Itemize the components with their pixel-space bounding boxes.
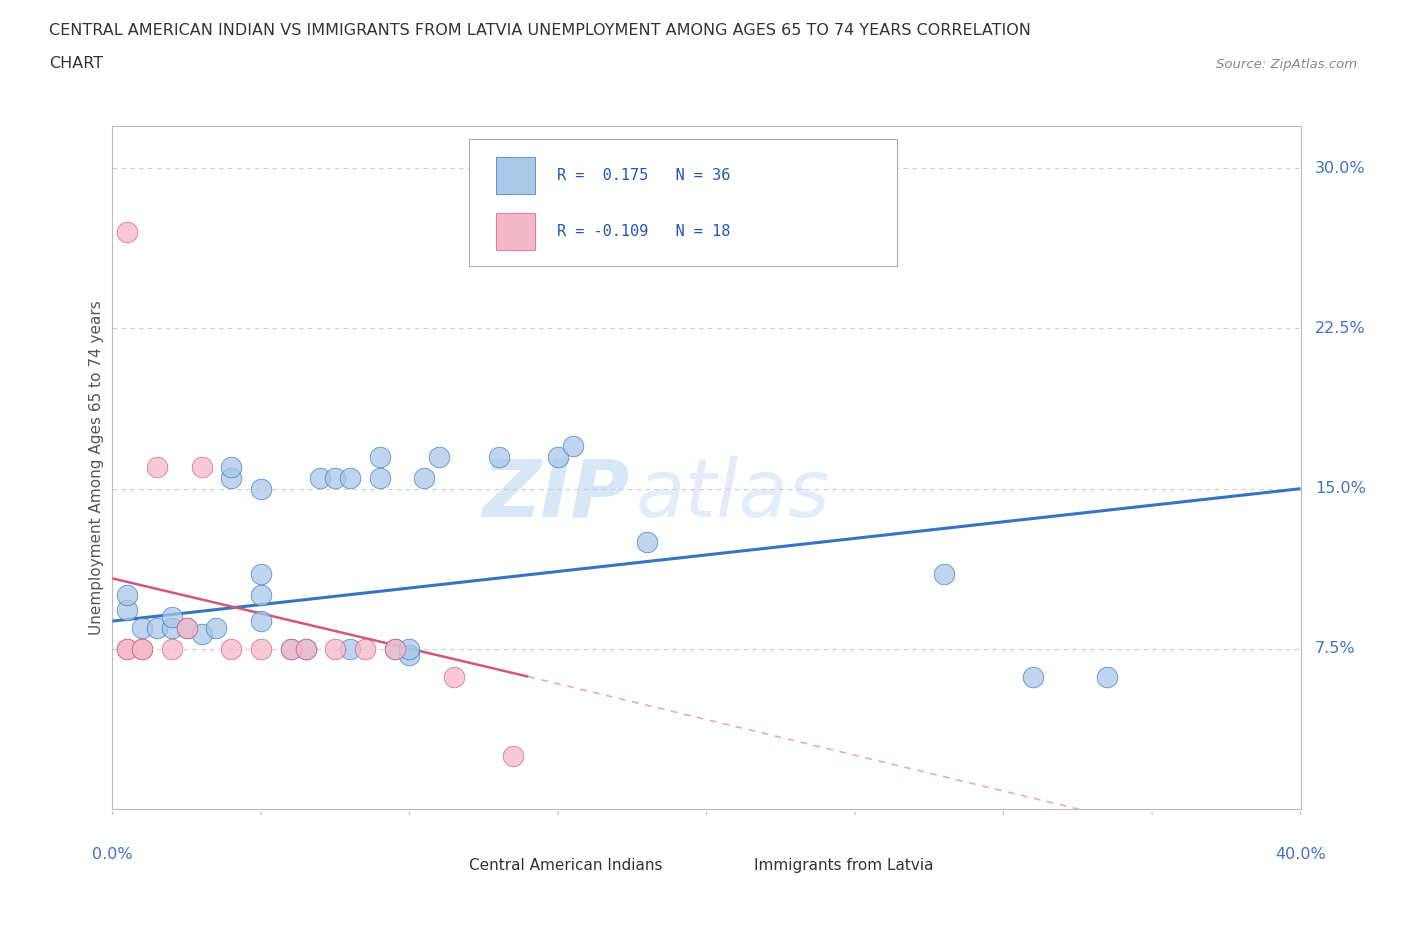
Point — [427, 449, 450, 464]
Point — [368, 471, 391, 485]
Point — [146, 620, 169, 635]
Point — [250, 481, 273, 496]
Point — [413, 471, 436, 485]
Point — [280, 642, 302, 657]
Point — [190, 627, 212, 642]
Point — [488, 449, 510, 464]
Point — [443, 670, 465, 684]
Point — [280, 642, 302, 657]
Point — [160, 620, 183, 635]
Point — [250, 588, 273, 603]
Point — [636, 535, 658, 550]
Point — [398, 642, 420, 657]
FancyBboxPatch shape — [496, 156, 536, 194]
Point — [146, 460, 169, 474]
Point — [502, 749, 524, 764]
Point — [398, 648, 420, 663]
Point — [1097, 670, 1119, 684]
Point — [190, 460, 212, 474]
Point — [250, 642, 273, 657]
Point — [131, 642, 153, 657]
Point — [219, 642, 242, 657]
Point — [384, 642, 406, 657]
Point — [384, 642, 406, 657]
Point — [117, 225, 139, 240]
Point — [339, 471, 361, 485]
FancyBboxPatch shape — [496, 213, 536, 250]
Text: CHART: CHART — [49, 56, 103, 71]
Text: 22.5%: 22.5% — [1315, 321, 1365, 336]
Text: Immigrants from Latvia: Immigrants from Latvia — [754, 857, 934, 872]
Point — [160, 609, 183, 624]
Point — [547, 449, 569, 464]
Text: R =  0.175   N = 36: R = 0.175 N = 36 — [557, 168, 730, 183]
Text: CENTRAL AMERICAN INDIAN VS IMMIGRANTS FROM LATVIA UNEMPLOYMENT AMONG AGES 65 TO : CENTRAL AMERICAN INDIAN VS IMMIGRANTS FR… — [49, 23, 1031, 38]
Point — [339, 642, 361, 657]
Point — [131, 620, 153, 635]
Point — [323, 471, 346, 485]
FancyBboxPatch shape — [433, 855, 454, 875]
FancyBboxPatch shape — [470, 140, 897, 266]
Point — [323, 642, 346, 657]
Text: 40.0%: 40.0% — [1275, 846, 1326, 862]
Point — [294, 642, 316, 657]
Point — [117, 588, 139, 603]
Point — [368, 449, 391, 464]
Point — [1022, 670, 1045, 684]
Point — [176, 620, 198, 635]
Text: Central American Indians: Central American Indians — [470, 857, 662, 872]
Point — [250, 614, 273, 629]
Text: Source: ZipAtlas.com: Source: ZipAtlas.com — [1216, 58, 1357, 71]
Point — [934, 566, 956, 581]
Point — [219, 471, 242, 485]
Point — [117, 642, 139, 657]
Point — [250, 566, 273, 581]
Point — [117, 603, 139, 618]
Point — [117, 642, 139, 657]
Point — [561, 439, 583, 454]
FancyBboxPatch shape — [718, 855, 740, 875]
Text: atlas: atlas — [636, 456, 830, 534]
Text: 15.0%: 15.0% — [1315, 481, 1365, 497]
Point — [219, 460, 242, 474]
Text: ZIP: ZIP — [482, 456, 630, 534]
Point — [176, 620, 198, 635]
Point — [294, 642, 316, 657]
Point — [354, 642, 377, 657]
Text: R = -0.109   N = 18: R = -0.109 N = 18 — [557, 224, 730, 239]
Point — [131, 642, 153, 657]
Point — [755, 182, 778, 197]
Point — [205, 620, 228, 635]
Point — [160, 642, 183, 657]
Point — [309, 471, 332, 485]
Text: 7.5%: 7.5% — [1315, 642, 1355, 657]
Text: 30.0%: 30.0% — [1315, 161, 1365, 176]
Y-axis label: Unemployment Among Ages 65 to 74 years: Unemployment Among Ages 65 to 74 years — [89, 300, 104, 634]
Text: 0.0%: 0.0% — [93, 846, 132, 862]
